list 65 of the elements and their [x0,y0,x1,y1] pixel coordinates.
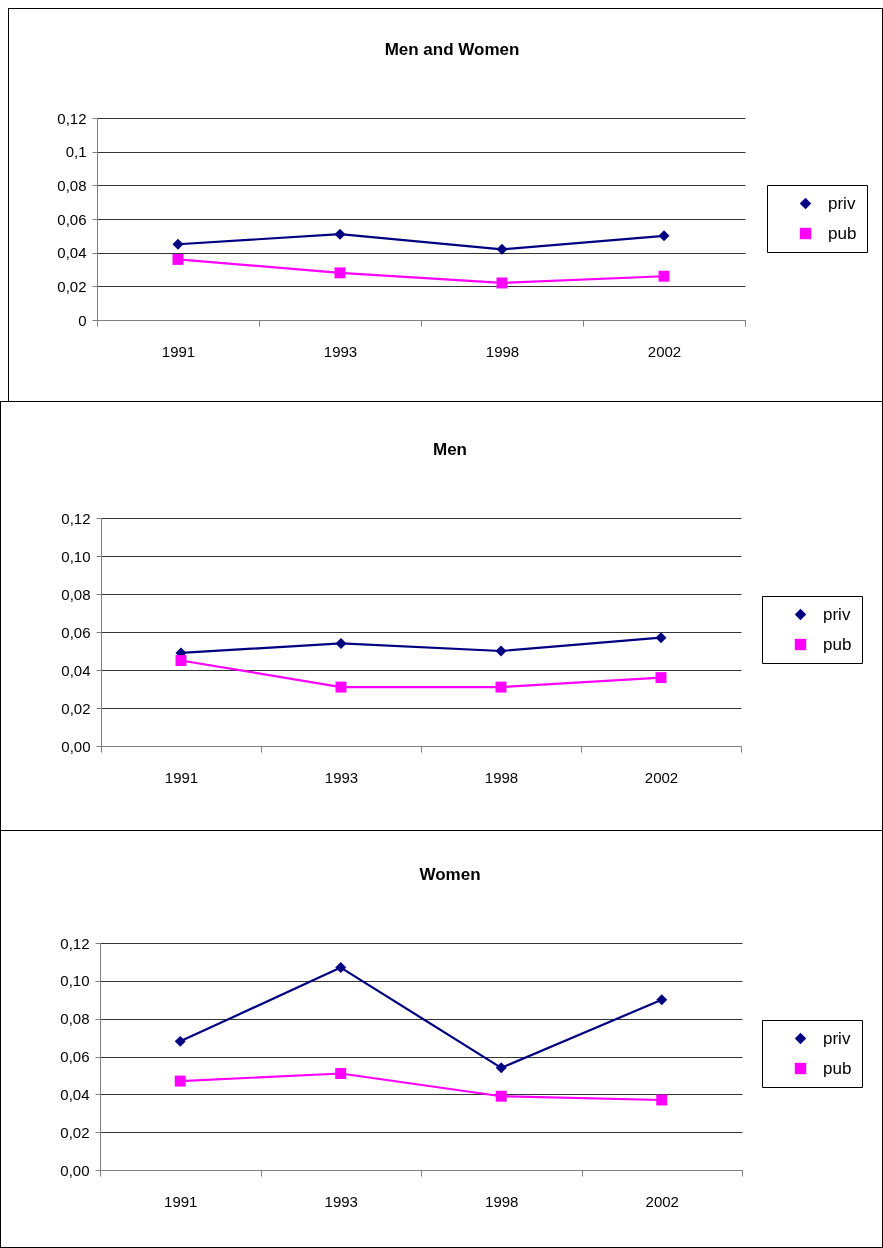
y-tick-label: 0,04 [61,661,91,679]
y-tick-label: 0,04 [57,244,87,262]
y-tick-label: 0,02 [57,277,87,295]
x-tick-label: 1991 [164,1192,198,1210]
point [334,267,346,279]
legend-label: pub [823,634,852,654]
legend-label: priv [828,193,856,213]
y-tick-label: 0,00 [60,1161,90,1179]
point [495,1090,507,1102]
x-tick-label: 1993 [324,1192,358,1210]
point [495,681,507,693]
y-tick-label: 0,06 [61,623,91,641]
point [655,632,667,644]
x-tick-label: 1991 [161,342,196,360]
x-tick-label: 2002 [644,768,679,786]
x-tick-label: 2002 [647,342,682,360]
y-tick-label: 0 [78,311,87,329]
y-tick-label: 0,12 [57,109,87,127]
legend-label: priv [823,604,851,624]
x-tick-label: 1993 [324,768,359,786]
point [658,230,670,242]
y-tick-label: 0,1 [65,143,87,161]
point [175,655,187,666]
y-tick-label: 0,04 [60,1085,90,1103]
point [174,1035,186,1047]
legend-label: pub [828,223,857,243]
x-tick-label: 1991 [164,768,199,786]
legend-label: priv [823,1028,851,1048]
point [495,645,507,657]
y-tick-label: 0,02 [61,699,91,717]
point [656,994,668,1006]
y-tick-label: 0,06 [60,1048,90,1065]
x-tick-label: 1993 [323,342,358,360]
point [496,243,508,255]
point [335,1068,347,1079]
y-tick-label: 0,00 [61,737,91,755]
y-tick-label: 0,10 [60,972,90,990]
x-tick-label: 1998 [484,768,519,786]
y-tick-label: 0,02 [60,1123,90,1141]
x-tick-label: 1998 [485,342,520,360]
y-tick-label: 0,12 [60,934,90,952]
y-tick-label: 0,08 [61,585,91,603]
point [655,672,667,684]
x-tick-label: 2002 [645,1192,679,1210]
x-tick-label: 1998 [485,1192,519,1210]
y-tick-label: 0,12 [61,509,91,527]
legend-label: pub [823,1058,852,1078]
chart-title: Men and Women [384,40,520,59]
point [658,270,670,282]
point [172,253,184,265]
point [496,277,508,289]
y-tick-label: 0,10 [61,547,91,565]
point [172,238,184,250]
chart-title: Women [419,865,481,884]
point [495,1062,507,1074]
chart-title: Men [433,440,467,459]
point [334,228,346,240]
point [335,637,347,649]
point [335,681,347,693]
point [174,1075,186,1087]
y-tick-label: 0,08 [57,176,87,194]
y-tick-label: 0,06 [57,210,87,228]
y-tick-label: 0,08 [60,1010,90,1028]
point [335,962,347,974]
point [656,1094,668,1106]
